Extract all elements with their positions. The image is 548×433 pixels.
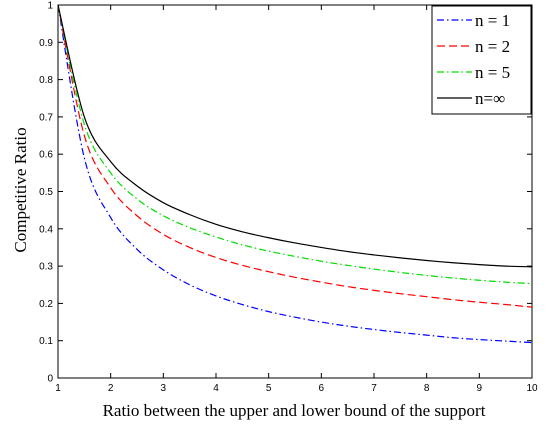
series-line-2 xyxy=(57,4,533,308)
axis-ticks: 1 2 3 4 5 6 7 8 9 10 0 0.1 0.2 0.3 0.4 0.5 0.6 0.7 0.8 0.9 1 xyxy=(39,1,538,395)
legend-box xyxy=(431,5,532,115)
y-tick-label: 0.4 xyxy=(39,224,53,235)
x-tick-label: 9 xyxy=(477,383,483,394)
y-tick-label: 0.2 xyxy=(39,299,53,310)
x-tick-label: 7 xyxy=(371,383,377,394)
y-tick-label: 0.7 xyxy=(39,112,53,123)
x-tick-label: 1 xyxy=(55,383,61,394)
x-tick-label: 3 xyxy=(161,383,167,394)
x-tick-label: 2 xyxy=(108,383,114,394)
x-tick-label: 10 xyxy=(526,383,538,394)
y-tick-label: 0.3 xyxy=(39,262,53,273)
y-tick-label: 0.8 xyxy=(39,75,53,86)
series-line-1 xyxy=(57,4,533,344)
legend: n = 1 n = 2 n = 5 n=∞ xyxy=(431,5,532,115)
y-tick-label: 0.5 xyxy=(39,187,53,198)
x-tick-label: 4 xyxy=(213,383,219,394)
x-tick-label: 6 xyxy=(319,383,325,394)
series-line-4 xyxy=(57,4,533,268)
y-tick-label: 0 xyxy=(47,374,53,385)
legend-label: n = 2 xyxy=(475,37,510,56)
y-axis-label: Competitive Ratio xyxy=(11,127,30,252)
y-tick-label: 1 xyxy=(47,1,53,12)
series-lines xyxy=(57,4,533,344)
y-tick-label: 0.6 xyxy=(39,150,53,161)
y-tick-label: 0.9 xyxy=(39,38,53,49)
legend-label: n = 1 xyxy=(475,11,510,30)
x-tick-label: 5 xyxy=(266,383,272,394)
legend-label: n = 5 xyxy=(475,63,510,82)
y-tick-label: 0.1 xyxy=(39,336,53,347)
series-line-3 xyxy=(57,4,533,285)
x-axis-label: Ratio between the upper and lower bound … xyxy=(103,401,486,420)
x-tick-label: 8 xyxy=(424,383,430,394)
legend-label: n=∞ xyxy=(475,89,505,108)
